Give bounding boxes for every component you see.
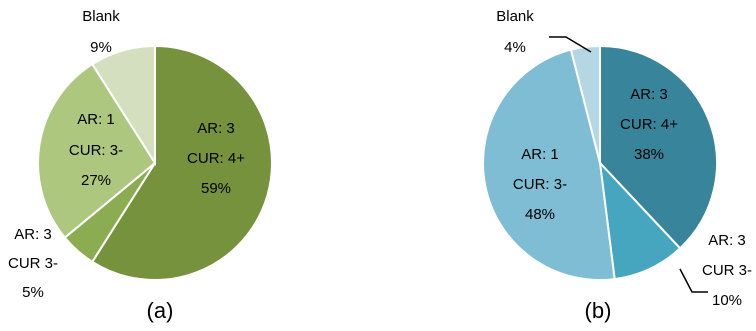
- pie-chart-2: AR: 3 CUR: 4+ 38% AR: 3 CUR 3-10% AR: 1 CUR: 3…: [482, 8, 752, 323]
- slice-label: Blank 4%: [496, 8, 534, 56]
- pie-slice: [90, 44, 156, 167]
- chart-caption: (a): [147, 298, 174, 323]
- slice-label: AR: 1 CUR: 3-48%: [513, 146, 567, 223]
- leader-line: [549, 36, 592, 53]
- pie-slice: [569, 44, 601, 164]
- pie-chart-1: AR: 3 CUR: 4+ 59% AR: 3 CUR 3-5%AR: 1 CUR: 3-…: [8, 8, 273, 323]
- slice-label: AR: 3 CUR 3-10%: [702, 232, 752, 309]
- slice-label: AR: 1 CUR: 3-27%: [69, 111, 123, 189]
- leader-line: [679, 268, 708, 293]
- pie-slice: [598, 160, 682, 281]
- pie-slice: [90, 44, 273, 281]
- slice-label: Blank 9%: [82, 8, 120, 56]
- chart-caption: (b): [585, 298, 612, 323]
- pie-slice: [482, 48, 616, 281]
- slice-label: AR: 3 CUR: 4+ 38%: [620, 86, 678, 163]
- slice-label: AR: 3 CUR 3-5%: [8, 226, 58, 301]
- pie-slice: [37, 62, 157, 239]
- pie-slice: [599, 44, 718, 250]
- slice-label: AR: 3 CUR: 4+ 59%: [187, 120, 245, 197]
